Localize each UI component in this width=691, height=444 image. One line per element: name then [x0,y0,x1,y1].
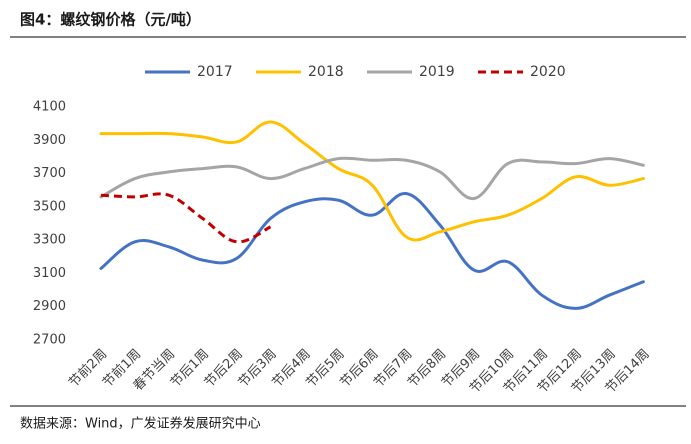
legend-label: 2017 [197,64,233,80]
legend-label: 2020 [530,64,566,80]
y-tick-label: 3900 [33,133,66,148]
y-tick-label: 3500 [33,199,66,214]
series-line [99,192,645,310]
y-tick-label: 3300 [33,233,66,248]
y-tick-label: 3700 [33,166,66,181]
series-line [100,192,272,244]
chart-title: 图4：螺纹钢价格（元/吨） [20,11,201,29]
series-line [99,156,645,201]
series-line [99,120,645,242]
legend-label: 2019 [419,64,455,80]
legend-label: 2018 [308,64,344,80]
y-tick-label: 4100 [33,100,66,115]
y-tick-label: 3100 [33,266,66,281]
y-tick-label: 2700 [33,333,66,348]
source: 数据来源：Wind，广发证券发展研究中心 [20,416,261,432]
y-tick-label: 2900 [33,299,66,314]
